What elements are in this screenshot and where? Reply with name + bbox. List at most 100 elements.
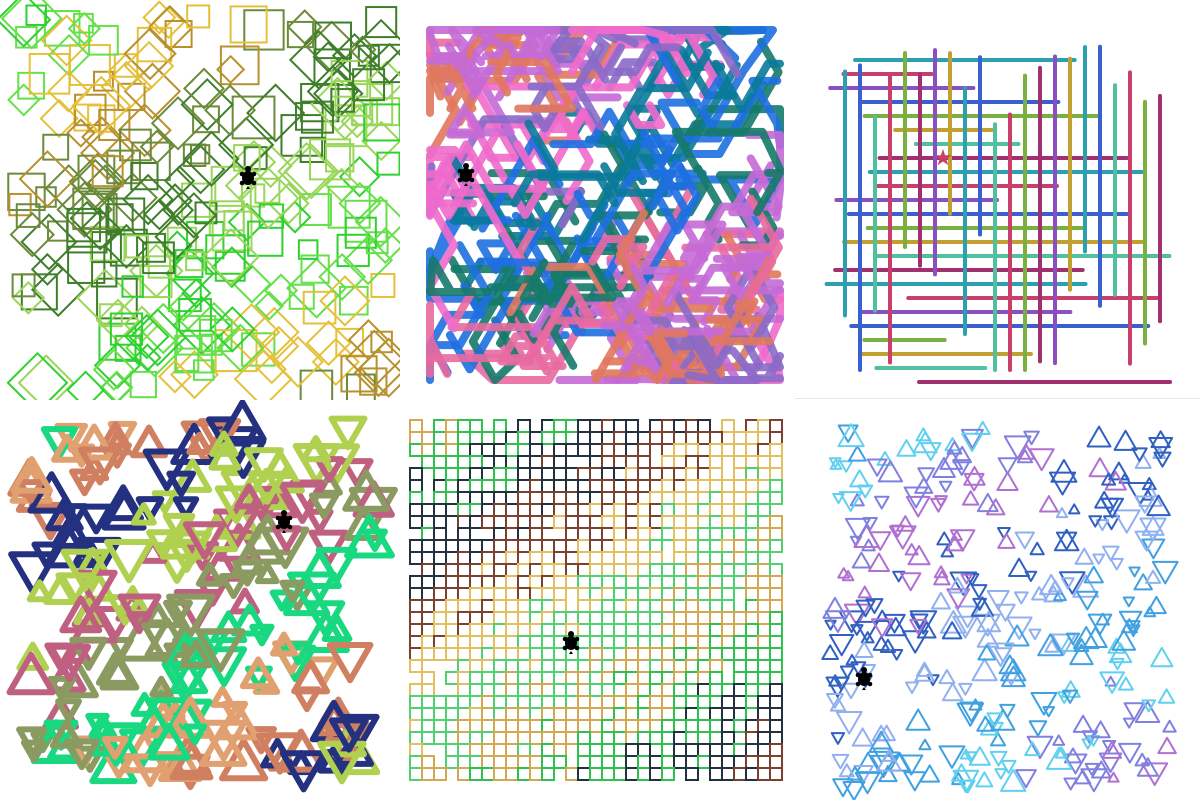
stroke-shape: [28, 501, 73, 541]
stroke-cell: [541, 563, 555, 577]
stroke-cell: [445, 503, 459, 517]
stroke-shape: [829, 697, 847, 712]
stroke-shape: [219, 573, 249, 600]
stroke-shape: [119, 128, 152, 162]
stroke-cell: [625, 671, 639, 685]
stroke-shape: [147, 722, 191, 761]
stroke-shape: [952, 615, 979, 639]
stroke-cell: [445, 731, 459, 745]
stroke-cell: [625, 635, 639, 649]
stroke-cell: [505, 431, 519, 445]
stroke-cell: [637, 767, 651, 781]
stroke-shape: [1088, 515, 1103, 528]
stroke-shape: [1017, 444, 1036, 460]
stroke-shape: [842, 780, 866, 800]
stroke-cell: [697, 659, 711, 673]
stroke-cell: [721, 443, 735, 457]
stroke-shape: [1146, 595, 1167, 615]
stroke-cell: [433, 587, 447, 601]
stroke-cell: [745, 467, 759, 481]
stroke-cell: [469, 635, 483, 649]
stroke-cell: [733, 755, 747, 769]
stroke-cell: [601, 431, 615, 445]
stroke-cell: [469, 623, 483, 637]
stroke-cell: [721, 563, 735, 577]
stroke-shape: [843, 603, 871, 627]
stroke-cell: [505, 563, 519, 577]
stroke-shape: [841, 569, 855, 582]
stroke-cell: [409, 443, 423, 457]
stroke-shape: [515, 283, 569, 344]
stroke-shape: [851, 551, 871, 569]
stroke-cell: [613, 467, 627, 481]
stroke-cell: [553, 419, 567, 433]
stroke-shape: [1090, 720, 1111, 739]
stroke-cell: [553, 515, 567, 529]
stroke-shape: [91, 155, 124, 188]
stroke-shape: [940, 545, 955, 558]
stroke-cell: [733, 515, 747, 529]
panel-diamond-squares: [0, 0, 400, 400]
panel-grid-lines: [800, 0, 1200, 400]
stroke-cell: [757, 491, 771, 505]
stroke-cell: [697, 647, 711, 661]
stroke-shape: [338, 156, 381, 198]
stroke-cell: [601, 491, 615, 505]
stroke-shape: [997, 532, 1016, 549]
stroke-shape: [169, 350, 220, 400]
stroke-shape: [1107, 637, 1126, 654]
stroke-cell: [517, 455, 531, 469]
drawing-thick-strokes: [426, 26, 784, 384]
stroke-shape: [854, 771, 881, 795]
stroke-cell: [733, 503, 747, 517]
stroke-shape: [519, 258, 569, 303]
stroke-cell: [529, 467, 543, 481]
stroke-cell: [529, 503, 543, 517]
stroke-shape: [125, 234, 150, 259]
stroke-cell: [613, 575, 627, 589]
stroke-cell: [517, 647, 531, 661]
stroke-cell: [685, 455, 699, 469]
stroke-cell: [637, 623, 651, 637]
stroke-shape: [199, 724, 248, 767]
stroke-shape: [168, 278, 202, 313]
stroke-cell: [493, 563, 507, 577]
stroke-cell: [505, 755, 519, 769]
stroke-shape: [954, 605, 981, 629]
stroke-cell: [649, 611, 663, 625]
stroke-cell: [697, 707, 711, 721]
stroke-cell: [421, 755, 435, 769]
stroke-cell: [493, 671, 507, 685]
stroke-cell: [469, 479, 483, 493]
stroke-cell: [529, 551, 543, 565]
stroke-cell: [505, 635, 519, 649]
stroke-cell: [745, 623, 759, 637]
stroke-cell: [445, 755, 459, 769]
stroke-cell: [721, 419, 735, 433]
stroke-cell: [553, 467, 567, 481]
stroke-cell: [613, 539, 627, 553]
stroke-shape: [524, 119, 559, 173]
stroke-cell: [769, 707, 783, 721]
stroke-shape: [99, 655, 140, 691]
stroke-shape: [829, 458, 843, 470]
stroke-cell: [685, 491, 699, 505]
stroke-cell: [505, 743, 519, 757]
stroke-cell: [433, 563, 447, 577]
stroke-cell: [613, 551, 627, 565]
stroke-cell: [769, 467, 783, 481]
stroke-shape: [1055, 531, 1078, 551]
stroke-cell: [517, 623, 531, 637]
stroke-cell: [685, 743, 699, 757]
stroke-cell: [601, 695, 615, 709]
stroke-shape: [309, 76, 366, 132]
panel-thick-strokes: [400, 0, 800, 400]
panel-small-triangles: [800, 400, 1200, 800]
stroke-cell: [613, 527, 627, 541]
stroke-cell: [661, 515, 675, 529]
stroke-shape: [831, 753, 850, 770]
stroke-cell: [685, 419, 699, 433]
stroke-shape: [995, 603, 1016, 622]
stroke-shape: [1150, 430, 1171, 449]
stroke-cell: [505, 539, 519, 553]
